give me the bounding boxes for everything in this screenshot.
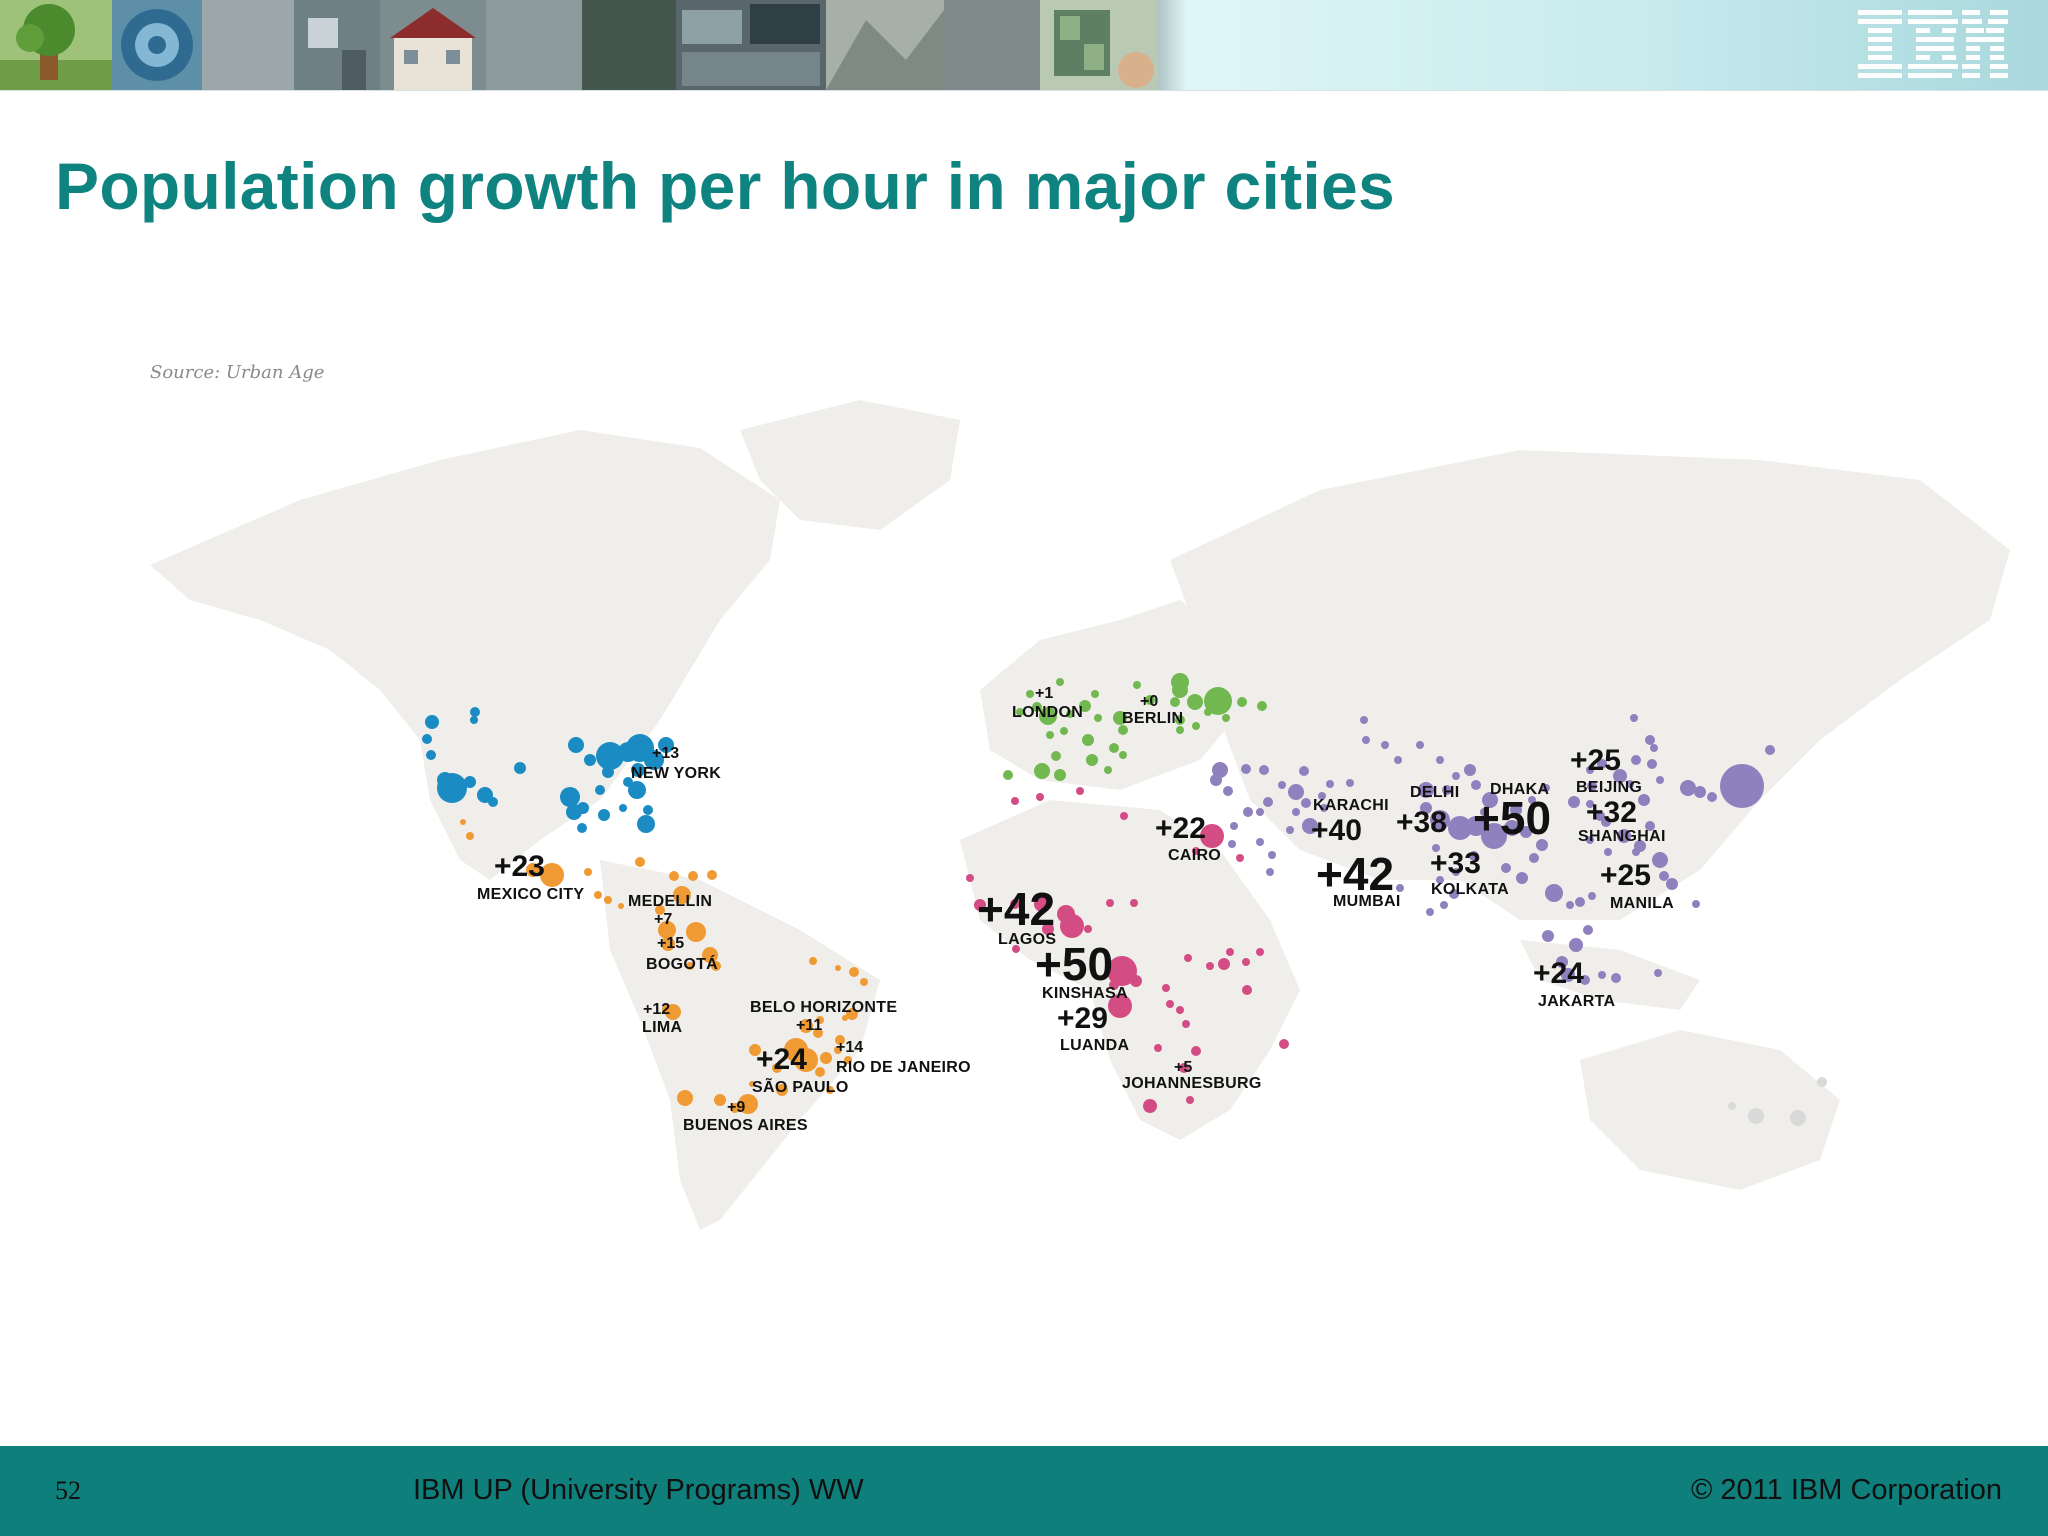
city-name: SHANGHAI [1578,828,1666,845]
city-aerial-image [676,0,826,90]
city-name: CAIRO [1168,847,1221,864]
city-value: +13 [652,745,679,762]
city-value: +25 [1600,859,1651,892]
latin-america-city-markers [460,819,868,1114]
banner-tile [582,0,676,90]
continent-shapes [150,400,2010,1230]
city-value: +9 [727,1099,745,1116]
city-value: +38 [1396,806,1447,839]
ibm-logo [1858,10,2008,78]
city-name: RIO DE JANEIRO [836,1059,971,1076]
asia-city-markers [1210,714,1775,985]
house-image [380,0,486,90]
city-name: LUANDA [1060,1037,1129,1054]
cycle-diagram-image [112,0,202,90]
city-value: +42 [977,883,1055,935]
city-value: +23 [494,850,545,883]
banner-tile [486,0,582,90]
city-value: +22 [1155,812,1206,845]
footer-copyright: © 2011 IBM Corporation [1691,1474,2002,1506]
tree-image [0,0,112,90]
hand-image [1040,0,1158,90]
city-name: JAKARTA [1538,993,1616,1010]
north-america-city-markers [422,707,674,833]
source-caption: Source: Urban Age [150,362,325,383]
city-name: JOHANNESBURG [1122,1075,1262,1092]
city-name: BUENOS AIRES [683,1117,808,1134]
city-name: MEDELLIN [628,893,712,910]
city-name: BERLIN [1122,710,1183,727]
city-value: +15 [657,935,684,952]
city-name: KARACHI [1313,797,1389,814]
city-name: SÃO PAULO [752,1076,849,1096]
banner-tile [202,0,294,90]
city-value: +1 [1035,685,1053,702]
city-value: +40 [1311,814,1362,847]
city-value: +12 [643,1001,670,1018]
city-name: NEW YORK [631,765,721,782]
city-name: LAGOS [998,931,1056,948]
europe-city-markers [1003,673,1267,781]
city-value: +33 [1430,847,1481,880]
africa-city-markers [966,787,1289,1113]
footer-bar [0,1446,2048,1536]
city-name: MUMBAI [1333,893,1401,910]
city-name: BEIJING [1576,779,1642,796]
city-value: +7 [654,911,672,928]
city-name: BELO HORIZONTE [750,999,897,1016]
city-value: +14 [836,1039,863,1056]
city-name: DELHI [1410,784,1460,801]
city-name: KINSHASA [1042,985,1128,1002]
slide-title: Population growth per hour in major citi… [55,149,1396,223]
terrain-image [826,0,944,90]
city-value: +42 [1316,848,1394,900]
meter-image [294,0,380,90]
city-value: +32 [1586,796,1637,829]
header-banner [0,0,2048,91]
city-value: +5 [1174,1059,1192,1076]
city-value: +25 [1570,744,1621,777]
city-value: +11 [796,1017,822,1034]
city-value: +24 [1533,957,1584,990]
city-name: LIMA [642,1019,682,1036]
banner-tile [944,0,1040,90]
city-value: +0 [1140,693,1158,710]
city-name: KOLKATA [1431,881,1509,898]
city-name: MEXICO CITY [477,886,584,903]
city-value: +50 [1035,938,1113,990]
city-value: +24 [756,1043,807,1076]
city-name: MANILA [1610,895,1674,912]
page-number: 52 [55,1476,81,1505]
city-name: DHAKA [1490,781,1549,798]
city-labels: +13 NEW YORK +23 MEXICO CITY MEDELLIN +7… [477,685,1674,1134]
footer-program-text: IBM UP (University Programs) WW [413,1474,864,1506]
city-name: LONDON [1012,704,1083,721]
australia-city-markers [1728,1077,1827,1126]
city-name: BOGOTÁ [646,954,718,973]
city-value: +29 [1057,1002,1108,1035]
city-value: +50 [1473,792,1551,844]
